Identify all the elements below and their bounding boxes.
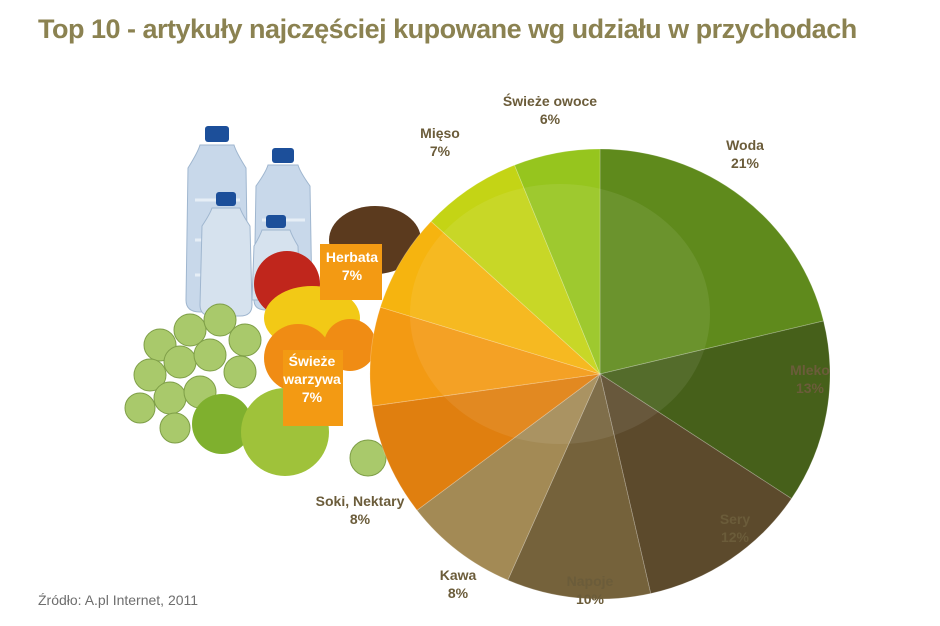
pie-label-herbata: Herbata 7% <box>326 249 378 283</box>
label-box-herbata <box>320 244 382 300</box>
pie-category-label: warzywa <box>282 371 341 387</box>
pie-slice-swieze-warzywa <box>369 306 601 407</box>
pie-label-soki-nektary: Soki, Nektary 8% <box>316 493 405 527</box>
pie-category-label: Woda <box>726 137 764 153</box>
pie-category-label: Napoje <box>567 573 614 589</box>
pie-value-label: 12% <box>721 529 750 545</box>
water-bottle-icon <box>199 192 253 317</box>
pie-slice-herbata <box>379 220 601 375</box>
pie-label-swieze-owoce: Świeże owoce 6% <box>503 92 597 127</box>
pie-slice-sery <box>599 373 793 594</box>
pie-category-label: Soki, Nektary <box>316 493 405 509</box>
pie-value-label: 13% <box>796 380 825 396</box>
pie-label-mleko: Mleko 13% <box>790 362 830 396</box>
pie-category-label: Mleko <box>790 362 830 378</box>
grapes-icon <box>124 303 387 477</box>
pie-category-label: Świeże owoce <box>503 92 597 109</box>
pie-category-label: Herbata <box>326 249 378 265</box>
source-note: Źródło: A.pl Internet, 2011 <box>38 592 199 608</box>
pie-labels: Woda 21%Mleko 13%Sery 12%Napoje 10%Kawa 8%Sok… <box>282 92 830 607</box>
pie-value-label: 6% <box>540 111 561 127</box>
label-boxes <box>283 244 382 426</box>
pie-slices <box>369 148 831 600</box>
pie-category-label: Sery <box>720 511 751 527</box>
pie-value-label: 7% <box>430 143 451 159</box>
pie-slice-woda <box>599 148 825 375</box>
pie-value-label: 8% <box>350 511 371 527</box>
pie-label-kawa: Kawa 8% <box>440 567 477 601</box>
pie-slice-mleko <box>598 320 831 500</box>
pie-label-sery: Sery 12% <box>720 511 751 545</box>
pie-highlight <box>410 184 710 444</box>
pie-slice-mieso <box>430 164 601 375</box>
pie-label-mieso: Mięso 7% <box>420 125 460 159</box>
pie-slice-swieze-owoce <box>513 148 601 375</box>
pie-category-label: Mięso <box>420 125 460 141</box>
pie-slice-napoje <box>507 372 652 600</box>
pie-label-woda: Woda 21% <box>726 137 764 171</box>
pie-category-label: Świeże <box>289 352 336 369</box>
pie-value-label: 21% <box>731 155 760 171</box>
chart-title: Top 10 - artykuły najczęściej kupowane w… <box>38 14 857 44</box>
pie-slice-soki-nektary <box>371 373 601 511</box>
pie-label-swieze-warzywa: Świeże warzywa 7% <box>282 352 341 405</box>
pie-value-label: 7% <box>302 389 323 405</box>
pie-value-label: 7% <box>342 267 363 283</box>
pie-label-napoje: Napoje 10% <box>567 573 614 607</box>
pie-category-label: Kawa <box>440 567 477 583</box>
pie-value-label: 10% <box>576 591 605 607</box>
pie-slice-kawa <box>416 372 601 581</box>
pie-value-label: 8% <box>448 585 469 601</box>
label-box-swieze-warzywa <box>283 350 343 426</box>
lime-icon <box>192 394 252 454</box>
